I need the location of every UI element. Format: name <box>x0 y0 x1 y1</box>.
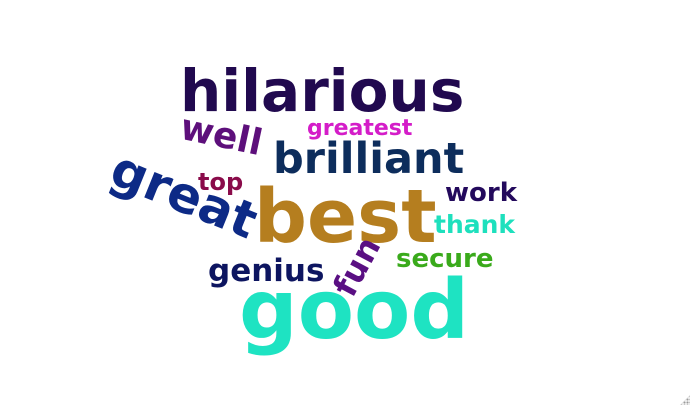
word-brilliant: brilliant <box>273 134 465 184</box>
word-top: top <box>198 168 244 196</box>
word-work: work <box>445 178 517 208</box>
word-good: good <box>239 263 470 358</box>
word-hilarious: hilarious <box>180 57 465 125</box>
word-genius: genius <box>208 253 325 289</box>
word-greatest: greatest <box>307 116 413 141</box>
word-thank: thank <box>434 210 516 239</box>
word-secure: secure <box>396 244 494 274</box>
word-best: best <box>254 174 437 260</box>
resize-grip-icon[interactable] <box>680 395 690 405</box>
